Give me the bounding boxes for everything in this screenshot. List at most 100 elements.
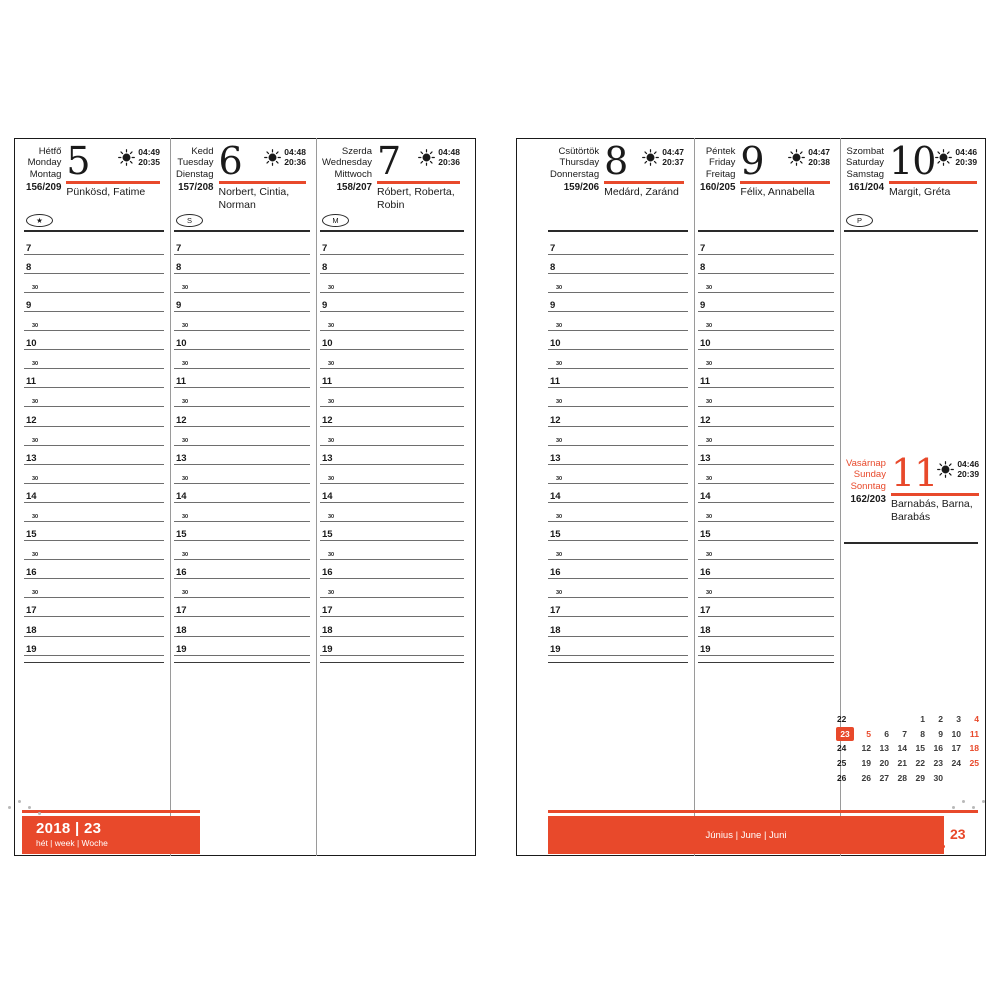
mini-calendar-day[interactable]: 3 [956, 714, 961, 725]
mini-calendar-day[interactable]: 4 [974, 714, 979, 725]
hour-slot-monday-16[interactable]: 16 [24, 560, 164, 580]
hour-slot-wednesday-18[interactable]: 18 [320, 617, 464, 637]
hour-slot-monday-11[interactable]: 11 [24, 369, 164, 389]
hour-slot-tuesday-30-half[interactable]: 30 [174, 579, 310, 599]
hour-slot-wednesday-12[interactable]: 12 [320, 407, 464, 427]
hour-slot-friday-9[interactable]: 9 [698, 293, 834, 312]
hour-slot-monday-30-half[interactable]: 30 [24, 503, 164, 522]
hour-slot-friday-18[interactable]: 18 [698, 617, 834, 637]
hour-slot-friday-30-half[interactable]: 30 [698, 579, 834, 599]
hour-slot-thursday-15[interactable]: 15 [548, 522, 688, 542]
hour-slot-monday-19[interactable]: 19 [24, 637, 164, 656]
mini-calendar[interactable]: 22 1 2 3 4 23 5 6 7 8 9 10 11 24 12 13 14 15 16 17 18 25 19 20 2… [836, 712, 980, 785]
hour-slot-monday-8[interactable]: 8 [24, 255, 164, 274]
hour-slot-wednesday-15[interactable]: 15 [320, 522, 464, 542]
hour-slot-thursday-30-half[interactable]: 30 [548, 388, 688, 408]
moon-phase-p-icon[interactable]: P [846, 214, 873, 227]
mini-calendar-day[interactable]: 17 [951, 743, 961, 754]
mini-calendar-day[interactable]: 26 [861, 772, 871, 783]
hour-slot-wednesday-11[interactable]: 11 [320, 369, 464, 389]
mini-calendar-day[interactable]: 20 [879, 758, 889, 769]
hour-slot-monday-30-half[interactable]: 30 [24, 579, 164, 599]
hour-slot-monday-10[interactable]: 10 [24, 331, 164, 351]
hour-slot-wednesday-10[interactable]: 10 [320, 331, 464, 351]
hour-slot-thursday-13[interactable]: 13 [548, 446, 688, 465]
hour-slot-friday-13[interactable]: 13 [698, 446, 834, 465]
hour-slot-thursday-17[interactable]: 17 [548, 598, 688, 618]
hour-slot-monday-17[interactable]: 17 [24, 598, 164, 618]
hour-slot-tuesday-10[interactable]: 10 [174, 331, 310, 351]
mini-calendar-day[interactable]: 23 [933, 758, 943, 769]
hour-slot-friday-15[interactable]: 15 [698, 522, 834, 542]
hour-slot-thursday-9[interactable]: 9 [548, 293, 688, 312]
hour-slot-thursday-30-half[interactable]: 30 [548, 503, 688, 522]
hour-slot-tuesday-9[interactable]: 9 [174, 293, 310, 312]
hour-slot-wednesday-30-half[interactable]: 30 [320, 427, 464, 446]
mini-calendar-day[interactable]: 12 [861, 743, 871, 754]
mini-calendar-week-number[interactable]: 23 [836, 726, 854, 742]
hour-slot-friday-30-half[interactable]: 30 [698, 312, 834, 332]
hour-slot-monday-18[interactable]: 18 [24, 617, 164, 637]
mini-calendar-day[interactable]: 27 [879, 772, 889, 783]
mini-calendar-day[interactable]: 30 [933, 772, 943, 783]
hour-slot-friday-14[interactable]: 14 [698, 484, 834, 503]
hour-slot-monday-30-half[interactable]: 30 [24, 388, 164, 408]
mini-calendar-week-number[interactable]: 24 [837, 743, 847, 754]
mini-calendar-day[interactable]: 5 [866, 728, 871, 739]
moon-phase-m-icon[interactable]: M [322, 214, 349, 227]
mini-calendar-day[interactable]: 13 [879, 743, 889, 754]
hour-slot-thursday-30-half[interactable]: 30 [548, 427, 688, 446]
mini-calendar-day[interactable]: 7 [902, 728, 907, 739]
hour-slot-tuesday-30-half[interactable]: 30 [174, 503, 310, 522]
hour-slot-wednesday-14[interactable]: 14 [320, 484, 464, 503]
hour-slot-tuesday-8[interactable]: 8 [174, 255, 310, 274]
hour-slot-wednesday-19[interactable]: 19 [320, 637, 464, 656]
mini-calendar-week-number[interactable]: 22 [837, 714, 847, 725]
moon-phase-s-icon[interactable]: S [176, 214, 203, 227]
hour-slot-monday-30-half[interactable]: 30 [24, 427, 164, 446]
hour-slot-wednesday-30-half[interactable]: 30 [320, 388, 464, 408]
hour-slot-monday-30-half[interactable]: 30 [24, 465, 164, 484]
hour-slot-thursday-7[interactable]: 7 [548, 236, 688, 255]
hour-slot-friday-30-half[interactable]: 30 [698, 503, 834, 522]
hour-slot-friday-7[interactable]: 7 [698, 236, 834, 255]
hour-slot-thursday-30-half[interactable]: 30 [548, 541, 688, 561]
hour-slot-friday-30-half[interactable]: 30 [698, 541, 834, 561]
hour-slot-tuesday-15[interactable]: 15 [174, 522, 310, 542]
mini-calendar-day[interactable]: 2 [938, 714, 943, 725]
mini-calendar-day[interactable]: 29 [915, 772, 925, 783]
hour-slot-thursday-30-half[interactable]: 30 [548, 579, 688, 599]
hour-slot-wednesday-17[interactable]: 17 [320, 598, 464, 618]
hour-slot-monday-15[interactable]: 15 [24, 522, 164, 542]
hour-slot-thursday-18[interactable]: 18 [548, 617, 688, 637]
hour-slot-thursday-19[interactable]: 19 [548, 637, 688, 656]
hour-slot-tuesday-13[interactable]: 13 [174, 446, 310, 465]
mini-calendar-day[interactable]: 18 [969, 743, 979, 754]
mini-calendar-week-number[interactable]: 26 [837, 772, 847, 783]
mini-calendar-day[interactable]: 19 [861, 758, 871, 769]
hour-slot-tuesday-30-half[interactable]: 30 [174, 465, 310, 484]
hour-slot-tuesday-30-half[interactable]: 30 [174, 427, 310, 446]
hour-slot-tuesday-14[interactable]: 14 [174, 484, 310, 503]
hour-slot-tuesday-30-half[interactable]: 30 [174, 274, 310, 293]
hour-slot-tuesday-30-half[interactable]: 30 [174, 388, 310, 408]
hour-slot-monday-30-half[interactable]: 30 [24, 541, 164, 561]
hour-slot-tuesday-7[interactable]: 7 [174, 236, 310, 255]
mini-calendar-day[interactable]: 25 [969, 758, 979, 769]
mini-calendar-day[interactable]: 8 [920, 728, 925, 739]
hour-slot-friday-30-half[interactable]: 30 [698, 427, 834, 446]
hour-slot-thursday-30-half[interactable]: 30 [548, 465, 688, 484]
hour-slot-wednesday-30-half[interactable]: 30 [320, 465, 464, 484]
hour-slot-friday-16[interactable]: 16 [698, 560, 834, 580]
hour-slot-thursday-8[interactable]: 8 [548, 255, 688, 274]
hour-slot-friday-10[interactable]: 10 [698, 331, 834, 351]
hour-slot-tuesday-30-half[interactable]: 30 [174, 312, 310, 332]
hour-slot-monday-12[interactable]: 12 [24, 407, 164, 427]
hour-slot-thursday-14[interactable]: 14 [548, 484, 688, 503]
hour-slot-tuesday-19[interactable]: 19 [174, 637, 310, 656]
hour-slot-tuesday-30-half[interactable]: 30 [174, 541, 310, 561]
mini-calendar-day[interactable]: 22 [915, 758, 925, 769]
hour-slot-monday-30-half[interactable]: 30 [24, 350, 164, 370]
hour-slot-tuesday-16[interactable]: 16 [174, 560, 310, 580]
mini-calendar-day[interactable]: 1 [920, 714, 925, 725]
